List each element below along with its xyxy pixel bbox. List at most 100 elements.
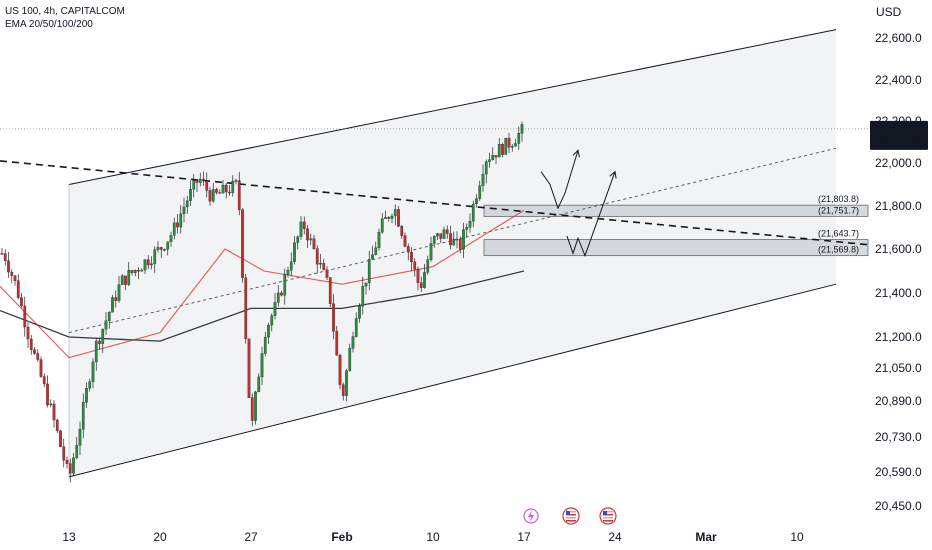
candle-body: [137, 269, 140, 272]
price-axis[interactable]: USD22,600.022,400.022,200.022,000.021,80…: [870, 5, 928, 513]
candle-body: [507, 137, 511, 148]
y-tick-label: 20,590.0: [875, 465, 922, 479]
candle-body: [341, 384, 345, 396]
candle-body: [88, 381, 92, 389]
candle-body: [348, 348, 352, 371]
candle-body: [98, 340, 101, 344]
candle-body: [208, 190, 212, 202]
candle-body: [367, 258, 371, 284]
candle-body: [273, 302, 277, 316]
candle-body: [124, 275, 127, 285]
candle-body: [85, 388, 88, 403]
candle-body: [520, 124, 524, 134]
candle-body: [218, 192, 222, 194]
candle-body: [241, 209, 244, 278]
candle-body: [426, 259, 430, 273]
candle-body: [65, 460, 69, 464]
candle-body: [462, 229, 465, 250]
candle-body: [234, 180, 238, 182]
candle-body: [328, 277, 332, 304]
zone-2-bottom-label: (21,569.8): [818, 245, 859, 255]
candle-body: [364, 282, 368, 287]
candle-body: [371, 254, 374, 260]
candle-body: [10, 271, 14, 276]
candle-body: [130, 270, 134, 273]
candle-body: [312, 238, 316, 249]
candle-body: [224, 184, 228, 193]
candle-body: [302, 221, 306, 229]
ema-slow-line: [0, 270, 525, 342]
flag-icon-ring: [562, 507, 580, 525]
trendlines-layer: [0, 128, 869, 334]
candle-body: [237, 180, 241, 210]
candle-body: [7, 260, 10, 273]
projection-arrowhead-2: [609, 170, 617, 179]
flag-icon-stripe: [566, 511, 576, 513]
candle-body: [410, 252, 413, 263]
currency-label: USD: [876, 5, 902, 19]
y-tick-label: 21,050.0: [875, 361, 922, 375]
candle-body: [3, 253, 7, 261]
flag-icon-stripe: [566, 514, 576, 516]
candle-body: [514, 143, 517, 147]
candle-body: [267, 324, 270, 338]
candle-body: [263, 336, 267, 354]
candle-body: [49, 403, 53, 406]
flag-icon-canton: [566, 511, 570, 515]
candle-body: [455, 238, 459, 241]
candle-body: [52, 403, 56, 421]
candle-body: [283, 274, 287, 296]
candle-body: [397, 209, 400, 227]
candle-body: [442, 229, 446, 239]
flag-icon-stripe: [603, 514, 613, 516]
candle-body: [309, 238, 313, 241]
x-tick-label: 20: [153, 530, 167, 544]
candle-body: [354, 318, 358, 337]
candle-body: [163, 249, 166, 251]
candle-body: [26, 326, 30, 340]
candle-body: [62, 446, 66, 461]
candle-body: [296, 236, 300, 243]
candle-body: [280, 292, 283, 296]
candle-body: [491, 155, 495, 160]
candle-body: [59, 430, 62, 447]
flag-icon-stripe: [603, 517, 613, 519]
candle-body: [439, 233, 443, 239]
symbol-title[interactable]: US 100, 4h, CAPITALCOM: [5, 6, 125, 17]
candle-body: [387, 217, 391, 219]
candle-body: [16, 280, 20, 298]
candle-body: [195, 180, 199, 183]
candle-body: [101, 329, 105, 344]
candle-body: [81, 402, 85, 430]
y-tick-label: 21,400.0: [875, 286, 922, 300]
indicator-legend[interactable]: EMA 20/50/100/200: [5, 19, 93, 30]
projection-layer: [540, 149, 617, 258]
candle-body: [471, 203, 475, 222]
candle-body: [481, 173, 485, 186]
candle-body: [452, 238, 456, 246]
candle-body: [345, 370, 348, 396]
candle-body: [0, 253, 4, 255]
time-axis[interactable]: 13 20 27 Feb 10 17 24 Mar 10: [62, 530, 804, 544]
candle-body: [146, 259, 150, 266]
y-tick-label: 21,200.0: [875, 330, 922, 344]
x-tick-label: 24: [608, 530, 622, 544]
candle-body: [322, 262, 326, 270]
candle-body: [42, 376, 46, 385]
candle-body: [416, 268, 420, 283]
y-tick-label: 21,600.0: [875, 242, 922, 256]
candle-body: [380, 218, 384, 233]
candle-body: [478, 185, 482, 199]
candle-body: [358, 305, 361, 319]
candle-body: [432, 235, 436, 244]
candle-body: [299, 221, 303, 237]
candle-body: [176, 222, 179, 228]
us-flag-icon: [599, 507, 617, 525]
candle-body: [198, 178, 202, 183]
candle-body: [377, 232, 381, 248]
candle-body: [72, 457, 75, 474]
event-icons-layer: [523, 507, 617, 525]
candle-body: [36, 353, 40, 360]
candle-body: [140, 269, 144, 272]
